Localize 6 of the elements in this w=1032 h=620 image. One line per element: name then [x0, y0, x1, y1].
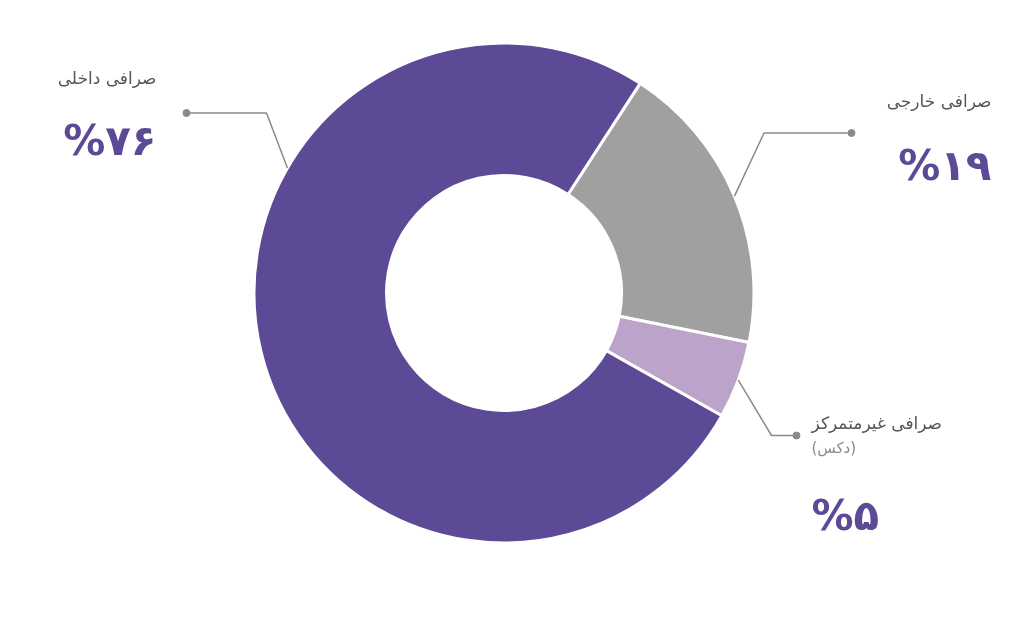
slice-label: صرافی خارجی [886, 90, 992, 111]
slice-label: صرافی غیرمتمرکز (دکس) [810, 413, 943, 457]
slice-label: صرافی داخلی [57, 68, 157, 88]
data-label: %۷۶ [63, 116, 157, 165]
data-label: %۱۹ [898, 141, 992, 190]
data-label: %۵ [811, 491, 880, 540]
